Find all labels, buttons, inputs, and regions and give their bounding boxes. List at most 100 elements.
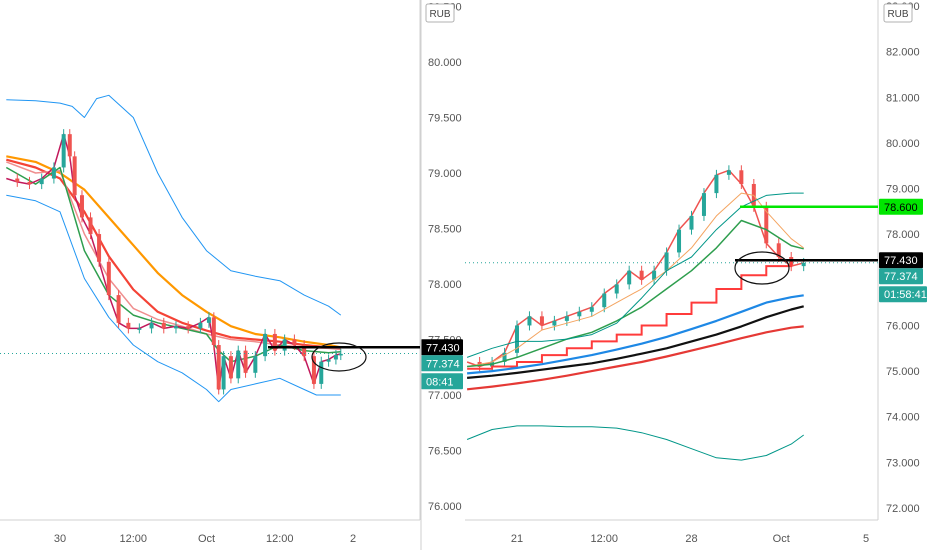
panel-right-ma-blue-line: [466, 294, 804, 375]
panel-left-ma-green-line: [5, 166, 341, 363]
panel-left-ma-pink-line: [6, 161, 341, 351]
panel-right-candle-body: [764, 206, 769, 244]
panel-right-candle-body: [664, 252, 669, 271]
panel-left-candle-body: [126, 322, 131, 329]
panel-left-candle-body: [67, 134, 72, 157]
panel-right-y-tick-label: 80.000: [886, 138, 920, 150]
panel-right-y-tick-label: 81.000: [886, 92, 920, 104]
panel-left-candle-body: [206, 317, 211, 323]
panel-left-candle-body: [216, 345, 221, 390]
panel-right-price-tag-text: 01:58:41: [884, 289, 927, 301]
panel-right-y-tick-label: 74.000: [886, 412, 920, 424]
panel-right-candle-body: [515, 325, 519, 353]
panel-left-price-tag-text: 77.430: [426, 342, 460, 354]
panel-left-candle-body: [39, 178, 44, 185]
panel-right-band-lower-teal-line: [466, 425, 804, 461]
panel-right-candle-body: [527, 316, 532, 326]
panel-right-x-tick-label: 28: [685, 533, 697, 545]
panel-right-candle-body: [652, 270, 657, 280]
panel-left-x-tick-label: 30: [54, 533, 66, 545]
panel-right-ema-thin-orange-line: [467, 192, 804, 367]
panel-right-candle-body: [614, 284, 619, 294]
panel-left-price-tag-text: 77.374: [426, 358, 460, 370]
panel-left-ma-red-line: [6, 158, 341, 350]
panel-left-price-tag-countdown: [421, 373, 463, 390]
panel-right-candle-body: [639, 270, 644, 280]
panel-left-candle-body: [88, 217, 93, 235]
panel-left-y-tick-label: 78.500: [428, 224, 462, 236]
panel-left-candle-body: [292, 339, 297, 346]
panel-right-candle-body: [577, 311, 582, 317]
panel-left-y-tick-label: 76.000: [428, 501, 462, 513]
panel-left-candle-body: [116, 295, 121, 323]
panel-left-y-tick-label: 79.500: [428, 113, 462, 125]
panel-left-x-tick-label: 12:00: [119, 533, 147, 545]
panel-left-candle-body: [61, 134, 66, 168]
panel-left-bollinger-lower-line: [6, 194, 341, 403]
panel-left-candle-body: [161, 322, 166, 329]
panel-left-candle-body: [272, 333, 277, 351]
panel-left-candle-body: [338, 353, 343, 356]
panel-left-candle-body: [79, 195, 84, 218]
panel-left-candle-body: [302, 345, 307, 357]
panel-right-price-tag-level-line: [879, 252, 923, 269]
panel-left-price-tag-last-price: [421, 355, 463, 372]
panel-right-ema-red-step-line: [467, 259, 805, 370]
panel-right-price-tag-level-line: [879, 198, 923, 215]
panel-left-currency-label: RUB: [429, 9, 450, 20]
panel-left-candle-body: [51, 167, 56, 179]
panel-left-circle-annotation[interactable]: [311, 342, 367, 372]
panel-left-candle-body: [137, 328, 142, 330]
panel-right-candle-body: [689, 215, 694, 230]
panel-right-ma-black-line: [467, 305, 804, 379]
panel-left-candle-body: [236, 350, 241, 379]
panel-right-price-tag-text: 77.374: [884, 271, 918, 283]
panel-right-candle-body: [539, 316, 544, 326]
panel-right-y-tick-label: 78.000: [886, 229, 920, 241]
panel-left-currency-badge[interactable]: [425, 3, 455, 23]
panel-left-candle-body: [333, 355, 338, 360]
panel-left-candle-body: [198, 322, 203, 329]
panel-right-price-tag-text: 77.430: [884, 255, 918, 267]
panel-left-y-tick-label: 79.000: [428, 168, 462, 180]
panel-right-candle-body: [564, 316, 569, 321]
panel-right-candle-body: [677, 229, 682, 253]
panel-left-price-tag-level-line: [421, 339, 463, 356]
panel-left-candle-body: [228, 356, 233, 379]
panel-right-currency-badge[interactable]: [883, 3, 913, 23]
panel-left-candle-body: [326, 359, 331, 362]
panel-left-y-tick-label: 78.000: [428, 279, 462, 291]
panel-right-y-tick-label: 82.000: [886, 47, 920, 59]
panel-right-x-tick-label: 21: [511, 533, 523, 545]
panel-left-candle-body: [72, 156, 77, 196]
panel-left-y-tick-label: 76.500: [428, 446, 462, 458]
panel-left-price-tag-text: 08:41: [426, 376, 454, 388]
panel-right-candle-body: [701, 193, 706, 216]
panel-right-ema-green-line: [467, 219, 804, 368]
panel-right-y-tick-label: 75.000: [886, 366, 920, 378]
panel-right-candle-body: [627, 270, 632, 285]
panel-right-candles-close-line: [466, 169, 804, 368]
panel-left-candle-body: [263, 333, 268, 357]
panel-left-candle-body: [221, 356, 226, 390]
panel-left-candle-body: [253, 356, 258, 373]
panel-left-candle-body: [186, 326, 191, 329]
panel-right-candle-body: [714, 174, 719, 194]
panel-right-ma-red-thick-line: [466, 325, 804, 391]
panel-right-candle-body: [801, 262, 806, 267]
panel-right-circle-annotation[interactable]: [734, 251, 790, 285]
panel-right-candle-body: [739, 170, 744, 184]
panel-right-candle-body: [726, 170, 731, 175]
panel-right-y-tick-label: 79.000: [886, 184, 920, 196]
panel-left-y-tick-label: 80.000: [428, 57, 462, 69]
panel-right-candle-body: [589, 307, 594, 312]
panel-left-x-tick-label: 12:00: [266, 533, 294, 545]
panel-left-candle-body: [106, 261, 111, 296]
panel-left-candle-body: [211, 317, 216, 346]
panel-left-bollinger-upper-line: [6, 94, 342, 316]
panel-right-x-tick-label: 12:00: [590, 533, 618, 545]
panel-right-candle-body: [602, 293, 607, 308]
panel-left-x-tick-label: Oct: [198, 533, 215, 545]
